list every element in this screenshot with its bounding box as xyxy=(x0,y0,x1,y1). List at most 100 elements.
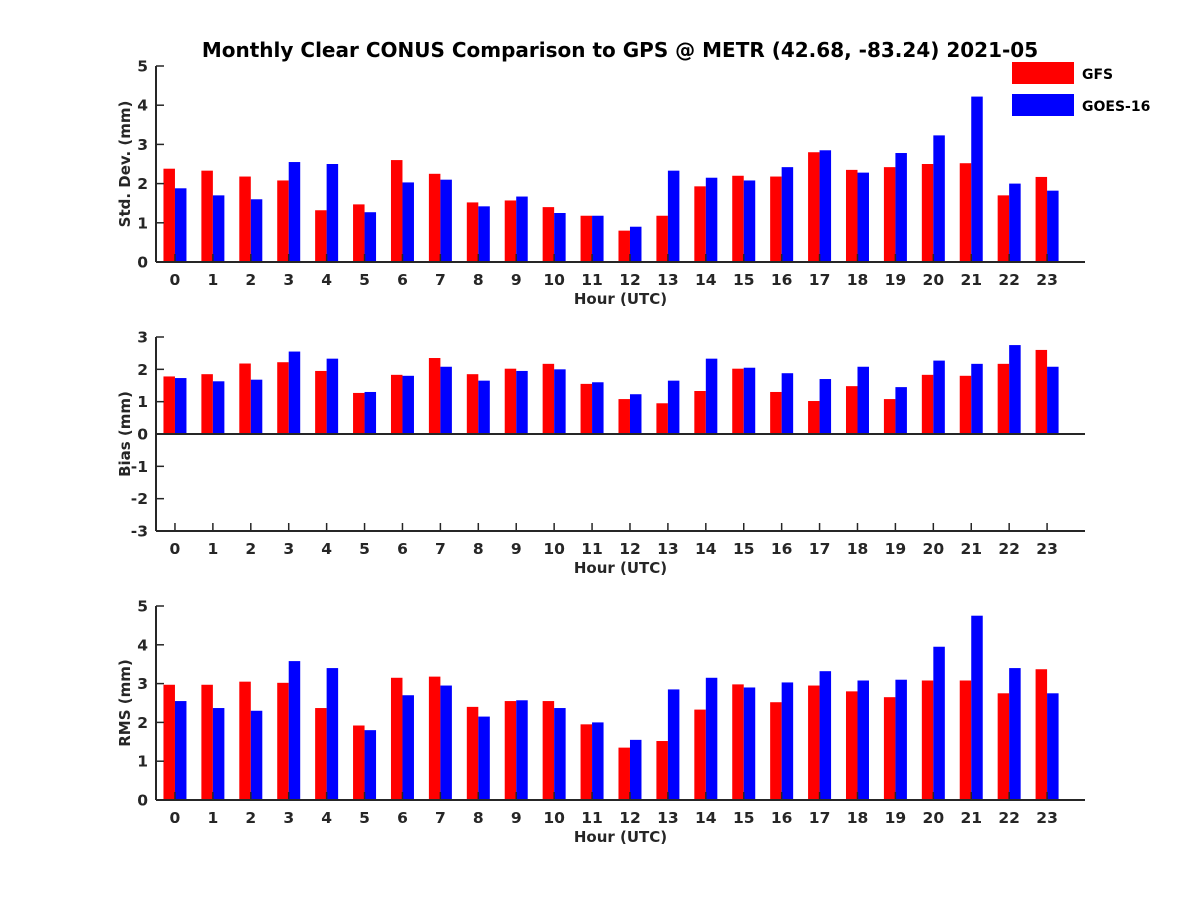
y-tick-label: 2 xyxy=(137,175,148,193)
bar-goes16-hour-17 xyxy=(819,150,832,262)
bar-goes16-hour-8 xyxy=(478,380,490,434)
bar-gfs-hour-14 xyxy=(694,391,706,434)
bar-goes16-hour-12 xyxy=(629,394,642,434)
bar-gfs-hour-12 xyxy=(618,230,630,262)
bar-gfs-hour-20 xyxy=(921,680,934,800)
bar-goes16-hour-23 xyxy=(1047,366,1059,434)
bar-gfs-hour-2 xyxy=(239,363,251,434)
bar-goes16-hour-22 xyxy=(1009,345,1021,434)
legend-swatch-gfs xyxy=(1012,62,1074,84)
bar-goes16-hour-21 xyxy=(971,615,983,800)
x-tick-label: 10 xyxy=(543,540,565,558)
x-tick-label: 18 xyxy=(847,540,869,558)
x-tick-label: 0 xyxy=(170,809,181,827)
bar-goes16-hour-10 xyxy=(554,213,566,262)
bar-goes16-hour-4 xyxy=(326,164,339,262)
y-tick-label: 1 xyxy=(137,753,148,771)
bar-goes16-hour-18 xyxy=(857,172,869,262)
x-tick-label: 15 xyxy=(733,540,755,558)
legend-label-gfs: GFS xyxy=(1082,67,1113,83)
x-tick-label: 3 xyxy=(283,271,294,289)
bar-goes16-hour-21 xyxy=(971,363,983,434)
bar-goes16-hour-14 xyxy=(705,177,718,262)
bar-goes16-hour-3 xyxy=(288,162,301,262)
bar-goes16-hour-0 xyxy=(174,378,187,434)
bar-gfs-hour-16 xyxy=(770,176,782,262)
y-tick-label: 2 xyxy=(137,714,148,732)
x-tick-label: 7 xyxy=(435,809,446,827)
x-tick-label: 0 xyxy=(170,540,181,558)
x-tick-label: 0 xyxy=(170,271,181,289)
bar-goes16-hour-11 xyxy=(592,382,604,434)
bar-goes16-hour-5 xyxy=(364,730,377,800)
bar-gfs-hour-20 xyxy=(921,164,934,262)
bar-goes16-hour-8 xyxy=(478,206,490,262)
bar-goes16-hour-17 xyxy=(819,379,832,434)
y-tick-label: 1 xyxy=(137,214,148,232)
bar-goes16-hour-15 xyxy=(743,180,756,262)
x-tick-label: 5 xyxy=(359,809,370,827)
bar-gfs-hour-7 xyxy=(428,358,441,434)
bar-gfs-hour-14 xyxy=(694,709,706,800)
x-tick-label: 12 xyxy=(619,809,641,827)
x-tick-label: 22 xyxy=(998,809,1020,827)
bar-goes16-hour-16 xyxy=(781,682,794,800)
x-tick-label: 16 xyxy=(771,540,793,558)
y-tick-label: 4 xyxy=(137,97,148,115)
bar-gfs-hour-9 xyxy=(504,701,517,800)
bar-goes16-hour-22 xyxy=(1009,183,1021,262)
bar-goes16-hour-0 xyxy=(174,701,187,800)
y-tick-label: 3 xyxy=(137,675,148,693)
x-tick-label: 19 xyxy=(885,540,907,558)
bar-goes16-hour-11 xyxy=(592,215,604,262)
bar-goes16-hour-7 xyxy=(440,366,452,434)
bar-goes16-hour-19 xyxy=(895,387,907,434)
y-tick-label: 3 xyxy=(137,136,148,154)
y-axis-label: RMS (mm) xyxy=(116,659,134,746)
x-tick-label: 13 xyxy=(657,809,679,827)
bar-goes16-hour-9 xyxy=(516,700,528,800)
bar-goes16-hour-22 xyxy=(1009,668,1021,800)
bar-goes16-hour-6 xyxy=(402,695,414,800)
bar-gfs-hour-20 xyxy=(921,374,934,434)
bar-gfs-hour-15 xyxy=(732,684,744,800)
x-tick-label: 15 xyxy=(733,271,755,289)
x-tick-label: 18 xyxy=(847,271,869,289)
y-tick-label: -2 xyxy=(131,490,148,508)
x-tick-label: 20 xyxy=(923,809,945,827)
bar-goes16-hour-19 xyxy=(895,153,907,262)
bar-goes16-hour-13 xyxy=(667,170,680,262)
bar-goes16-hour-2 xyxy=(250,710,263,800)
bar-gfs-hour-2 xyxy=(239,681,251,800)
y-tick-label: 0 xyxy=(137,792,148,810)
bar-gfs-hour-16 xyxy=(770,391,782,434)
y-tick-label: 2 xyxy=(137,361,148,379)
x-tick-label: 13 xyxy=(657,540,679,558)
bar-gfs-hour-22 xyxy=(997,363,1010,434)
chart-title: Monthly Clear CONUS Comparison to GPS @ … xyxy=(202,38,1038,62)
bar-goes16-hour-7 xyxy=(440,685,452,800)
y-tick-label: 5 xyxy=(137,58,148,76)
bar-gfs-hour-22 xyxy=(997,693,1010,800)
bar-gfs-hour-17 xyxy=(808,685,820,800)
x-tick-label: 8 xyxy=(473,809,484,827)
bar-goes16-hour-20 xyxy=(933,135,945,262)
x-tick-label: 2 xyxy=(245,809,256,827)
x-tick-label: 19 xyxy=(885,809,907,827)
x-tick-label: 12 xyxy=(619,540,641,558)
bar-goes16-hour-20 xyxy=(933,646,945,800)
bar-gfs-hour-17 xyxy=(808,152,820,262)
y-tick-label: 0 xyxy=(137,426,148,444)
legend: GFS GOES-16 xyxy=(1012,62,1150,116)
x-tick-label: 22 xyxy=(998,271,1020,289)
bar-gfs-hour-8 xyxy=(466,706,479,800)
bar-gfs-hour-23 xyxy=(1035,176,1048,262)
bar-gfs-hour-13 xyxy=(656,215,668,262)
bar-gfs-hour-18 xyxy=(845,169,858,262)
bar-gfs-hour-3 xyxy=(277,362,289,434)
bar-goes16-hour-6 xyxy=(402,375,414,434)
bar-goes16-hour-2 xyxy=(250,379,263,434)
x-tick-label: 14 xyxy=(695,540,717,558)
bar-goes16-hour-11 xyxy=(592,722,604,800)
